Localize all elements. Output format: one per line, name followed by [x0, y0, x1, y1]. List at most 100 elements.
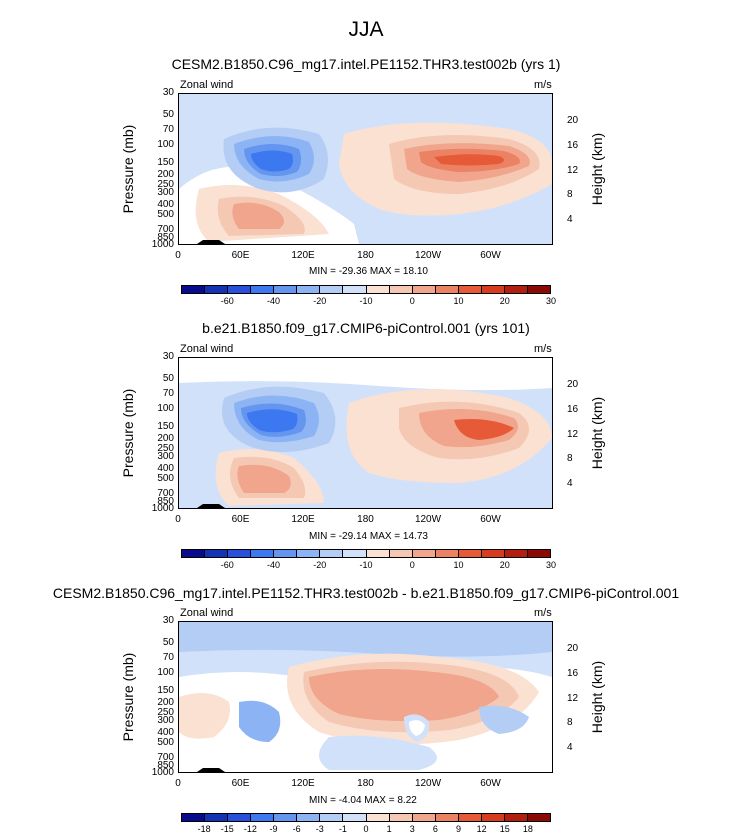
- height-tick: 20: [567, 379, 579, 391]
- colorbar-label: 0: [409, 296, 415, 306]
- height-tick: 16: [567, 139, 579, 151]
- variable-label: Zonal wind: [180, 343, 234, 355]
- colorbar-swatch: [320, 550, 344, 557]
- colorbar-swatch: [343, 286, 367, 293]
- x-tick: 60W: [480, 778, 501, 789]
- colorbar-swatch: [320, 286, 344, 293]
- colorbar-swatch: [251, 550, 275, 557]
- variable-label: Zonal wind: [180, 607, 234, 619]
- colorbar-swatch: [481, 814, 505, 821]
- colorbar-swatch: [274, 286, 298, 293]
- x-tick: 120W: [414, 514, 442, 525]
- colorbar-label: -20: [313, 296, 327, 306]
- pressure-tick: 30: [162, 87, 174, 98]
- colorbar-label: 18: [522, 824, 533, 834]
- pressure-tick: 500: [157, 472, 174, 484]
- units-label: m/s: [534, 79, 552, 91]
- pos-region-3: [309, 668, 499, 722]
- colorbar-label: 30: [545, 296, 557, 306]
- x-tick: 120W: [414, 778, 442, 789]
- x-tick: 120E: [291, 778, 315, 789]
- height-tick: 12: [567, 692, 579, 704]
- units-label: m/s: [534, 343, 552, 355]
- colorbar-swatch: [228, 550, 252, 557]
- height-tick: 12: [567, 428, 579, 440]
- colorbar-label: -20: [313, 560, 327, 570]
- pressure-tick: 250: [157, 178, 174, 190]
- pressure-tick: 700: [157, 751, 174, 763]
- neg-region-east: [479, 705, 529, 734]
- colorbar-label: -18: [197, 824, 211, 834]
- colorbar-swatch: [205, 550, 229, 557]
- pressure-tick: 150: [157, 156, 174, 168]
- colorbar-swatch: [205, 814, 229, 821]
- min-max-label: MIN = -29.36 MAX = 18.10: [309, 266, 428, 277]
- contour-plot: [178, 93, 553, 245]
- x-tick: 0: [175, 250, 181, 261]
- pressure-tick: 150: [157, 684, 174, 696]
- colorbar-label: -3: [315, 824, 324, 834]
- low-region-3: [237, 464, 291, 493]
- pressure-tick: 1000: [151, 239, 174, 250]
- colorbar-swatch: [251, 286, 275, 293]
- colorbar-label: -10: [359, 296, 373, 306]
- pressure-tick: 50: [162, 109, 174, 121]
- colorbar-swatch: [366, 286, 390, 293]
- contour-plot: [178, 357, 553, 509]
- pressure-tick: 850: [157, 759, 174, 771]
- pressure-tick: 850: [157, 495, 174, 507]
- colorbar-swatch: [412, 550, 436, 557]
- colorbar-swatch: [228, 286, 252, 293]
- x-tick: 180: [357, 250, 374, 261]
- colorbar: [181, 549, 551, 558]
- colorbar-label: 12: [476, 824, 487, 834]
- pressure-tick: 1000: [151, 767, 174, 778]
- colorbar-swatch: [366, 814, 390, 821]
- x-tick: 180: [357, 514, 374, 525]
- pressure-tick: 200: [157, 433, 174, 445]
- colorbar-label: 10: [453, 560, 464, 570]
- colorbar-label: -60: [220, 296, 234, 306]
- colorbar-label: -60: [220, 560, 234, 570]
- min-max-label: MIN = -4.04 MAX = 8.22: [309, 795, 417, 806]
- pressure-tick: 400: [157, 463, 174, 475]
- colorbar-swatch: [481, 550, 505, 557]
- colorbar-swatch: [412, 286, 436, 293]
- colorbar-label: -40: [266, 560, 281, 570]
- pressure-tick: 400: [157, 727, 174, 739]
- height-tick: 4: [567, 742, 573, 754]
- neg-region-west: [239, 700, 281, 742]
- colorbar-swatch: [297, 286, 321, 293]
- pressure-tick: 50: [162, 637, 174, 649]
- colorbar-swatch: [366, 550, 390, 557]
- panel-title: CESM2.B1850.C96_mg17.intel.PE1152.THR3.t…: [52, 585, 680, 601]
- contour-svg: [179, 94, 552, 244]
- contour-svg: [179, 358, 552, 508]
- jet-core: [434, 154, 504, 166]
- height-tick: 20: [567, 115, 579, 127]
- jet-core: [454, 419, 514, 440]
- height-tick: 12: [567, 164, 579, 176]
- colorbar-label: -40: [266, 296, 281, 306]
- x-tick: 0: [175, 514, 181, 525]
- colorbar-label: 15: [499, 824, 510, 834]
- pressure-tick: 300: [157, 186, 174, 198]
- height-tick: 8: [567, 717, 573, 729]
- height-tick: 8: [567, 453, 573, 465]
- pressure-tick: 100: [157, 403, 174, 415]
- pressure-tick: 500: [157, 208, 174, 220]
- colorbar-swatch: [458, 286, 482, 293]
- x-tick: 60W: [480, 514, 501, 525]
- colorbar-swatch: [320, 814, 344, 821]
- colorbar-label: 20: [499, 296, 510, 306]
- height-tick: 16: [567, 667, 579, 679]
- pressure-tick: 300: [157, 714, 174, 726]
- x-tick: 120W: [414, 250, 442, 261]
- pressure-tick: 850: [157, 231, 174, 243]
- variable-label: Zonal wind: [180, 79, 234, 91]
- colorbar-swatch: [205, 286, 229, 293]
- x-tick: 60E: [231, 514, 250, 525]
- pressure-tick: 200: [157, 169, 174, 181]
- pressure-tick: 250: [157, 706, 174, 718]
- x-tick: 60W: [480, 250, 501, 261]
